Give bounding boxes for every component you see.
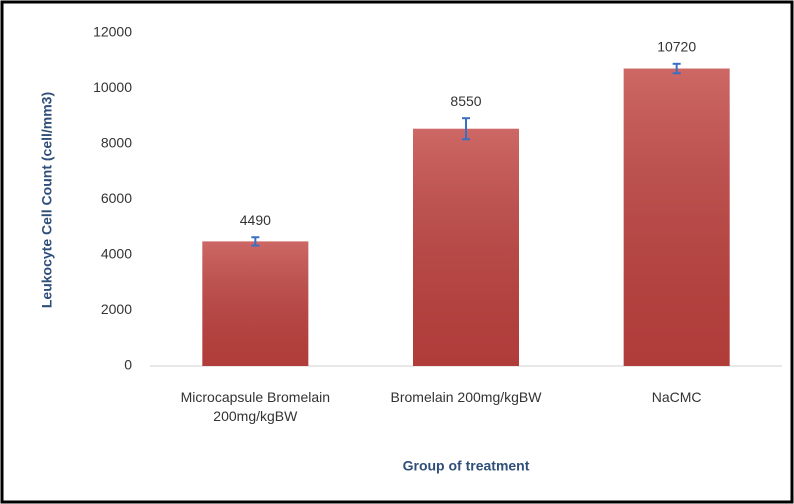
error-bar (462, 117, 470, 141)
y-tick-label: 0 (124, 357, 132, 373)
y-tick-label: 6000 (101, 190, 132, 206)
y-tick-label: 4000 (101, 246, 132, 262)
data-label: 4490 (240, 212, 271, 228)
data-label: 8550 (450, 93, 481, 109)
bar-shade (413, 128, 519, 366)
error-bar (672, 62, 681, 75)
data-label: 10720 (657, 39, 696, 55)
bar-shade (202, 241, 309, 366)
x-tick-label: Microcapsule Bromelain 200mg/kgBW (180, 389, 331, 424)
y-tick-label: 12000 (93, 24, 132, 40)
error-bar (251, 236, 260, 247)
y-tick-label: 2000 (101, 301, 132, 317)
y-axis-title: Leukocyte Cell Count (cell/mm3) (39, 92, 55, 308)
x-tick-label: NaCMC (651, 389, 702, 405)
bar-shade (623, 68, 730, 367)
x-tick-label: Bromelain 200mg/kgBW (390, 389, 542, 405)
y-tick-label: 8000 (101, 135, 132, 151)
y-tick-label: 10000 (93, 79, 132, 95)
x-axis-title: Group of treatment (403, 458, 530, 474)
